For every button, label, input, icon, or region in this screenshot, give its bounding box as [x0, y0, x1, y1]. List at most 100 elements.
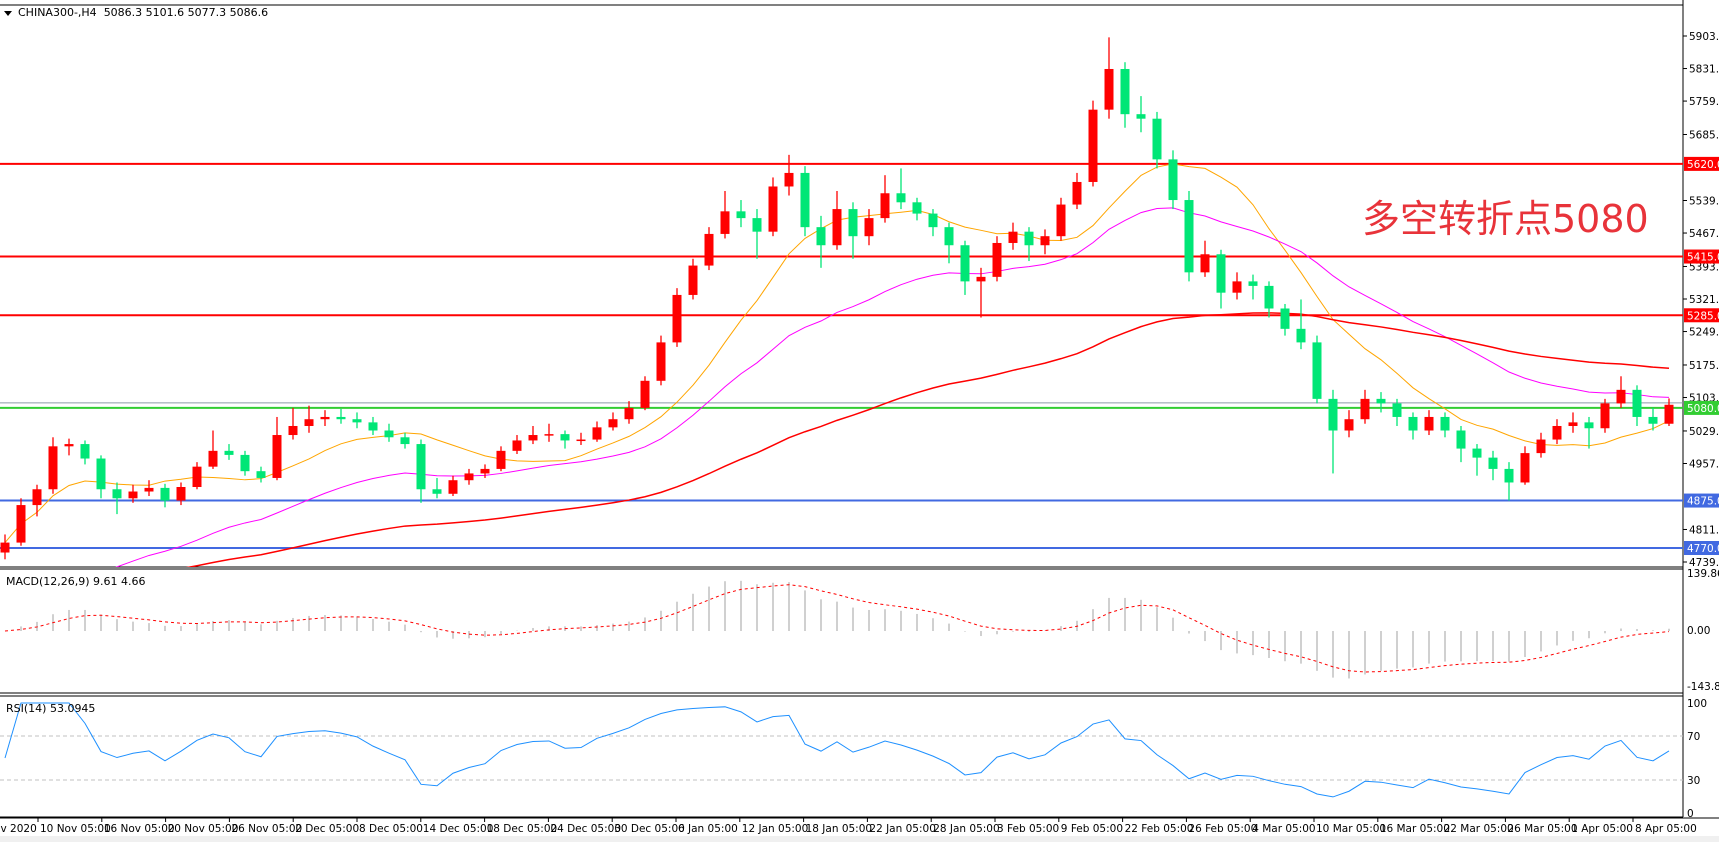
x-tick-label: 8 Dec 05:00 — [359, 823, 423, 835]
x-tick-label: 18 Jan 05:00 — [806, 823, 872, 835]
candle-body — [560, 434, 570, 441]
candle — [848, 202, 858, 259]
y-tick-label: 5029.0 — [1689, 426, 1719, 438]
candle-body — [1200, 254, 1210, 273]
y-tick-label: 5175.0 — [1689, 360, 1719, 372]
candle — [832, 191, 842, 250]
candle — [752, 209, 762, 259]
x-tick-label: 24 Dec 05:00 — [550, 823, 621, 835]
x-tick-label: 6 Jan 05:00 — [678, 823, 738, 835]
candle-body — [1280, 308, 1290, 329]
candle-body — [1568, 422, 1578, 426]
candle-body — [800, 172, 810, 228]
candle — [1488, 450, 1498, 481]
rsi-axis-label: 70 — [1687, 731, 1700, 743]
candle-body — [1088, 109, 1098, 182]
candle — [1632, 385, 1642, 426]
macd-label: MACD(12,26,9) 9.61 4.66 — [6, 575, 146, 588]
chart-header: CHINA300-,H4 5086.3 5101.6 5077.3 5086.6 — [4, 6, 268, 19]
candle — [400, 432, 410, 449]
candle-body — [960, 245, 970, 282]
candle-body — [1504, 468, 1514, 483]
candle-body — [192, 466, 202, 487]
candle — [960, 240, 970, 295]
candle — [1024, 227, 1034, 262]
candle — [1232, 272, 1242, 300]
candle-body — [912, 202, 922, 214]
dropdown-triangle-icon[interactable] — [4, 10, 12, 16]
candle — [1120, 62, 1130, 128]
candle-body — [592, 427, 602, 440]
candle-body — [320, 416, 330, 420]
symbol-label: CHINA300-,H4 — [18, 6, 97, 19]
candle — [704, 227, 714, 271]
candle — [1648, 407, 1658, 431]
candle-body — [608, 419, 618, 428]
y-tick-label: 4811.0 — [1689, 524, 1719, 536]
y-tick-label: 5321.0 — [1689, 294, 1719, 306]
y-tick-label: 5539.0 — [1689, 195, 1719, 207]
candle-body — [784, 172, 794, 187]
candle — [1584, 416, 1594, 449]
candle-body — [32, 489, 42, 506]
candle — [304, 405, 314, 433]
candle — [32, 484, 42, 517]
candle-body — [352, 419, 362, 423]
candle-body — [128, 491, 138, 499]
candle-body — [528, 435, 538, 441]
candle — [480, 464, 490, 478]
macd-axis-label: 139.86 — [1687, 568, 1719, 580]
candle — [1056, 197, 1066, 241]
candle-body — [1104, 68, 1114, 110]
candle-body — [480, 468, 490, 474]
candle-body — [48, 446, 58, 490]
candle — [1040, 229, 1050, 255]
candle-body — [0, 542, 10, 553]
level-price-tag — [1684, 249, 1719, 264]
annotation-text: 多空转折点5080 — [1362, 197, 1649, 241]
y-tick-label: 5759.0 — [1689, 96, 1719, 108]
level-price-tag — [1684, 493, 1719, 508]
level-price-label: 4875.0 — [1687, 496, 1719, 508]
candle — [192, 462, 202, 490]
x-tick-label: 10 Mar 05:00 — [1316, 823, 1386, 835]
candle — [512, 435, 522, 455]
candle — [1376, 392, 1386, 413]
level-price-label: 4770.0 — [1687, 543, 1719, 555]
candle — [864, 209, 874, 246]
level-price-tag — [1684, 400, 1719, 415]
candle — [0, 534, 10, 560]
level-price-label: 5620.0 — [1687, 159, 1719, 171]
candle-body — [1360, 398, 1370, 420]
candle — [416, 439, 426, 503]
level-price-tag — [1684, 308, 1719, 323]
candle-body — [496, 450, 506, 469]
candle — [1440, 412, 1450, 438]
candle — [1168, 150, 1178, 210]
x-tick-label: 18 Dec 05:00 — [487, 823, 558, 835]
candle-body — [1584, 422, 1594, 429]
candle-body — [416, 444, 426, 490]
candle — [560, 430, 570, 449]
candle — [800, 166, 810, 237]
candle — [1360, 389, 1370, 424]
x-tick-label: 26 Mar 05:00 — [1507, 823, 1577, 835]
candle — [1664, 398, 1674, 426]
x-tick-label: 16 Mar 05:00 — [1380, 823, 1450, 835]
level-price-label: 5285.0 — [1687, 310, 1719, 322]
candle-body — [1456, 430, 1466, 449]
candle-body — [1056, 204, 1066, 237]
candle-body — [640, 380, 650, 408]
x-tick-label: 14 Dec 05:00 — [423, 823, 494, 835]
y-tick-label: 5685.0 — [1689, 130, 1719, 142]
candle — [880, 175, 890, 223]
candle-body — [848, 209, 858, 237]
candle-body — [16, 505, 26, 543]
candle — [1072, 172, 1082, 210]
candle — [944, 222, 954, 264]
level-price-label: 5080.0 — [1687, 403, 1719, 415]
candle-body — [368, 422, 378, 431]
candle — [1408, 412, 1418, 440]
candle — [1008, 222, 1018, 250]
